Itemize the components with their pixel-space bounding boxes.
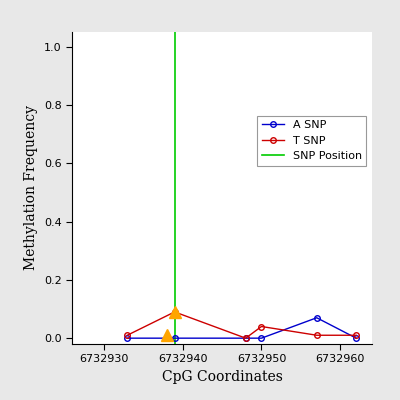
Legend: A SNP, T SNP, SNP Position: A SNP, T SNP, SNP Position [257,116,366,166]
Y-axis label: Methylation Frequency: Methylation Frequency [24,106,38,270]
X-axis label: CpG Coordinates: CpG Coordinates [162,370,282,384]
